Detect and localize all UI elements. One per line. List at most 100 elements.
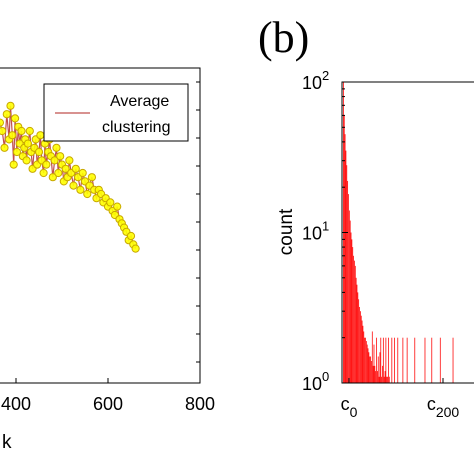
data-point — [131, 244, 140, 253]
data-point — [8, 131, 17, 140]
histogram-bar — [376, 337, 377, 383]
histogram-bar — [394, 337, 395, 383]
histogram-bar — [363, 331, 365, 383]
data-point — [52, 143, 61, 152]
histogram-bar — [384, 371, 386, 383]
histogram-bar — [360, 311, 361, 383]
histogram-bar — [354, 265, 356, 383]
histogram-bar — [348, 210, 350, 383]
legend-entry-line2: clustering — [102, 119, 170, 136]
histogram-bar — [431, 337, 433, 383]
histogram-bar — [358, 299, 360, 383]
panel-a-average-clustering: 400 600 800 Average clustering k — [0, 67, 215, 453]
histogram-bar — [375, 371, 377, 383]
data-point — [12, 147, 22, 157]
legend-entry-line1: Average — [110, 93, 169, 110]
histogram-bar — [365, 341, 367, 383]
histogram-bar — [366, 344, 368, 383]
data-point — [126, 231, 136, 241]
histogram-bar — [439, 337, 441, 383]
data-point — [39, 168, 48, 178]
histogram-bar — [371, 331, 373, 383]
data-point — [10, 114, 20, 123]
histogram-bar — [343, 115, 345, 383]
data-point — [0, 143, 9, 152]
histogram-bar — [373, 344, 375, 383]
data-point — [61, 164, 70, 173]
panel-a-legend: Average clustering — [43, 83, 189, 142]
panel-a-axes-box — [0, 67, 201, 384]
histogram-bar — [377, 371, 378, 383]
histogram-bar — [388, 376, 390, 383]
histogram-bar — [351, 239, 353, 383]
histogram-bar — [402, 337, 404, 383]
histogram-bar — [364, 337, 366, 383]
histogram-bar — [356, 284, 358, 383]
data-point — [50, 156, 59, 165]
histogram-bar — [406, 337, 408, 383]
histogram-bar — [359, 306, 360, 383]
histogram-bar — [379, 352, 381, 383]
data-point — [23, 139, 33, 148]
panel-a-x-axis-label: k — [2, 432, 12, 453]
data-point — [22, 156, 31, 165]
histogram-bar — [388, 337, 389, 383]
panel-b-y-axis-label: count — [276, 208, 297, 255]
histogram-bar — [397, 337, 399, 383]
histogram-bar — [368, 352, 370, 383]
data-point — [0, 126, 7, 136]
histogram-bar — [380, 337, 382, 383]
data-point — [25, 126, 34, 136]
histogram-bar — [378, 376, 380, 383]
y-tick-label: 101 — [302, 219, 329, 244]
histogram-bar — [369, 356, 371, 383]
x-tick-label: 800 — [185, 394, 215, 414]
x-tick-label: c200 — [427, 394, 460, 420]
histogram-bar — [383, 376, 385, 383]
histogram-bar — [348, 194, 349, 383]
data-point — [87, 173, 97, 182]
histogram-bar — [354, 260, 355, 383]
histogram-bar — [361, 320, 363, 383]
data-point — [17, 126, 26, 136]
y-tick-label: 100 — [302, 369, 329, 394]
histogram-bar — [347, 180, 349, 383]
data-point — [106, 198, 115, 207]
data-point — [42, 160, 51, 169]
histogram-bar — [357, 292, 359, 383]
histogram-bar — [382, 365, 383, 383]
histogram-bar — [374, 365, 376, 383]
histogram-bar — [345, 150, 347, 383]
panel-b-count-histogram: (b) 102 101 100 c0 c200 count — [258, 13, 474, 420]
histogram-bar — [360, 315, 362, 383]
data-point — [54, 168, 63, 178]
histogram-bar — [385, 337, 387, 383]
histogram-bar — [344, 134, 346, 383]
x-tick-label: 600 — [93, 394, 123, 414]
histogram-bar — [346, 165, 348, 383]
data-point — [34, 147, 44, 157]
data-point — [76, 185, 85, 194]
histogram-bar — [391, 337, 393, 383]
data-point — [83, 189, 92, 199]
histogram-bar — [387, 376, 388, 383]
y-tick-label: 102 — [302, 68, 329, 93]
data-point — [36, 131, 45, 140]
data-point — [6, 101, 15, 110]
histogram-bar — [414, 337, 416, 383]
histogram-bar — [352, 247, 354, 383]
histogram-bar — [365, 337, 366, 383]
data-point — [78, 168, 87, 178]
data-point — [71, 164, 80, 173]
x-tick-label: 400 — [1, 394, 31, 414]
panel-a-x-ticks: 400 600 800 — [1, 81, 215, 414]
data-point — [69, 181, 78, 190]
histogram-bar — [362, 325, 364, 383]
data-point — [113, 202, 122, 211]
histogram-bar — [372, 365, 374, 383]
data-point — [48, 173, 57, 182]
panel-a-series — [0, 101, 140, 253]
histogram-bar — [424, 337, 426, 383]
histogram-bar — [370, 356, 371, 383]
histogram-bar — [381, 376, 383, 383]
